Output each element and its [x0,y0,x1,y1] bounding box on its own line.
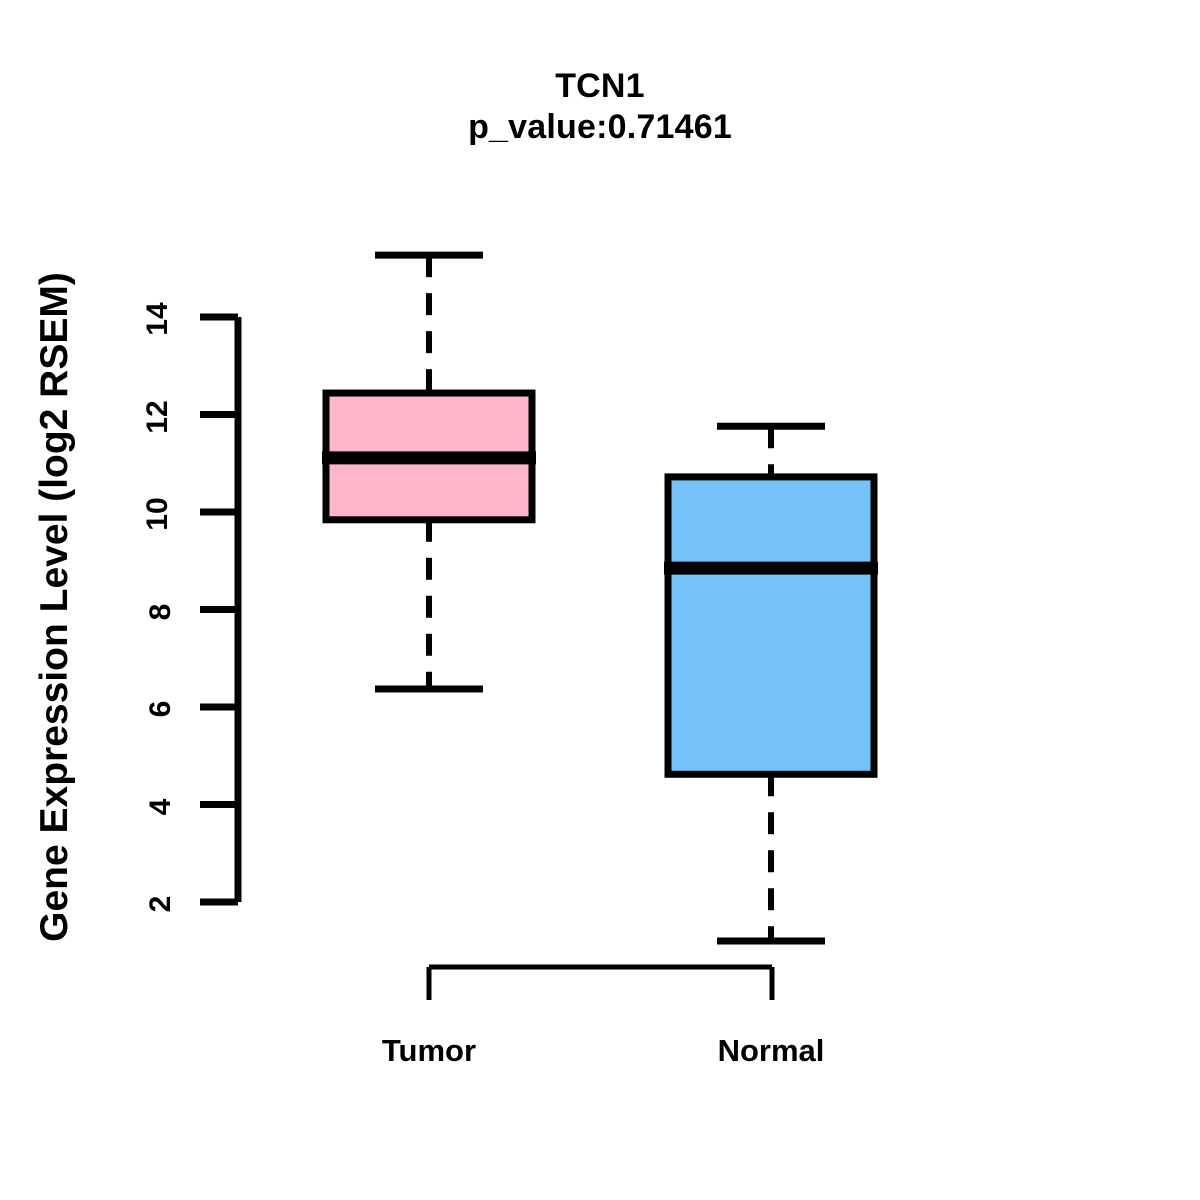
box-tumor [322,251,536,693]
y-axis [200,313,242,906]
title-block: TCN1 p_value:0.71461 [0,66,1200,149]
x-tick-label-tumor: Tumor [381,1033,477,1068]
box-rect-normal [664,473,878,778]
p-value-subtitle: p_value:0.71461 [468,108,732,147]
box-normal [664,422,878,945]
x-tick-label-normal: Normal [717,1033,825,1068]
page-title: TCN1 [555,67,645,105]
x-axis [426,964,775,1000]
